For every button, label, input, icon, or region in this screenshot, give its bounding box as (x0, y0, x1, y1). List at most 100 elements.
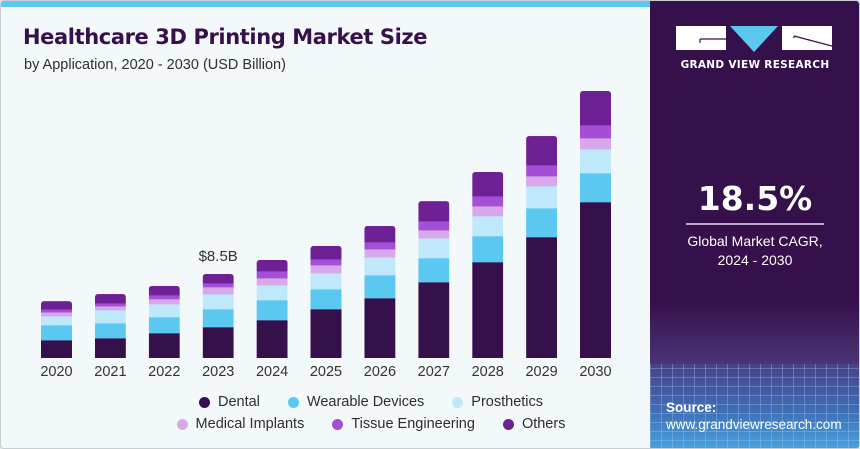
bar-segment-tissue-engineering-2020 (41, 309, 72, 313)
legend-item-tissue-engineering: Tissue Engineering (332, 416, 475, 432)
data-label-2023: $8.5B (199, 248, 238, 265)
legend-swatch-icon (452, 396, 464, 408)
legend-item-medical-implants: Medical Implants (176, 416, 305, 432)
bar-segment-others-2024 (256, 259, 288, 272)
panel-gradient (650, 301, 859, 365)
x-tick-label: 2021 (94, 364, 126, 380)
legend-label: Prosthetics (471, 394, 544, 410)
legend-item-dental: Dental (198, 394, 260, 410)
legend-item-others: Others (502, 416, 566, 432)
bar-segment-prosthetics-2023 (202, 293, 234, 310)
info-panel: GRAND VIEW RESEARCH 18.5% Global Market … (650, 1, 859, 448)
legend-swatch-icon (287, 396, 299, 408)
x-tick-label: 2029 (525, 364, 557, 380)
source-label: Source: (666, 400, 717, 415)
bar-group-2020 (41, 301, 72, 358)
bar-segment-prosthetics-2028 (472, 215, 504, 237)
bar-segment-tissue-engineering-2027 (418, 221, 450, 231)
bar-segment-others-2029 (526, 136, 558, 166)
x-tick-label: 2026 (364, 364, 396, 380)
panel-grid-decoration (650, 364, 859, 448)
legend-label: Others (521, 416, 566, 432)
bar-segment-medical-implants-2029 (526, 175, 558, 187)
brand-name: GRAND VIEW RESEARCH (680, 59, 830, 71)
bar-segment-prosthetics-2030 (580, 148, 611, 174)
x-tick-label: 2030 (579, 364, 611, 380)
legend-row: Medical Implants Tissue Engineering Others (101, 413, 641, 435)
x-tick-label: 2028 (472, 364, 504, 380)
bar-segment-dental-2020 (41, 340, 72, 358)
bar-segment-tissue-engineering-2030 (580, 124, 611, 139)
x-tick-label: 2027 (418, 364, 450, 380)
bar-segment-wearable-devices-2026 (364, 274, 396, 299)
bar-segment-wearable-devices-2027 (418, 257, 450, 283)
bar-segment-dental-2025 (310, 308, 342, 358)
bar-segment-wearable-devices-2028 (472, 235, 504, 263)
legend-label: Wearable Devices (306, 394, 425, 410)
legend-label: Tissue Engineering (351, 416, 475, 432)
bar-segment-wearable-devices-2022 (148, 316, 180, 334)
legend-swatch-icon (332, 418, 344, 430)
bar-segment-wearable-devices-2030 (580, 173, 611, 203)
bar-segment-wearable-devices-2025 (310, 289, 342, 310)
bar-group-2025 (310, 245, 342, 358)
bar-segment-others-2030 (580, 90, 611, 126)
legend-swatch-icon (502, 418, 514, 430)
bar-segment-others-2021 (94, 294, 126, 304)
bar-segment-tissue-engineering-2023 (202, 282, 234, 288)
bar-segment-dental-2024 (256, 319, 288, 359)
bar-segment-prosthetics-2027 (418, 238, 450, 259)
bar-segment-dental-2028 (472, 261, 504, 358)
bar-segment-dental-2023 (202, 326, 234, 358)
bar-segment-medical-implants-2026 (364, 248, 396, 258)
bar-segment-tissue-engineering-2028 (472, 196, 504, 207)
cagr-divider (686, 223, 824, 225)
bar-segment-dental-2030 (580, 201, 611, 358)
bar-segment-prosthetics-2024 (256, 284, 288, 301)
chart-title: Healthcare 3D Printing Market Size (23, 25, 428, 49)
bar-segment-others-2025 (310, 245, 342, 260)
bar-group-2027 (418, 201, 450, 358)
gvr-logo-icon (676, 26, 832, 52)
bar-segment-others-2027 (418, 201, 450, 222)
legend-swatch-icon (176, 418, 188, 430)
bar-segment-medical-implants-2030 (580, 138, 611, 150)
bar-segment-dental-2027 (418, 282, 450, 358)
cagr-label: Global Market CAGR, 2024 - 2030 (650, 232, 859, 270)
bar-segment-tissue-engineering-2024 (256, 270, 288, 279)
cagr-label-line2: 2024 - 2030 (717, 252, 793, 268)
bar-segment-tissue-engineering-2022 (148, 294, 180, 300)
chart-subtitle: by Application, 2020 - 2030 (USD Billion… (24, 57, 286, 73)
bar-segment-others-2023 (202, 274, 234, 284)
bar-segment-medical-implants-2022 (148, 298, 180, 305)
bar-segment-others-2020 (41, 301, 72, 310)
bar-segment-dental-2029 (526, 236, 558, 358)
bar-group-2028 (472, 172, 504, 358)
x-tick-label: 2025 (310, 364, 342, 380)
cagr-label-line1: Global Market CAGR, (687, 233, 823, 249)
bar-segment-medical-implants-2024 (256, 277, 288, 286)
legend-label: Medical Implants (195, 416, 305, 432)
bar-segment-tissue-engineering-2026 (364, 241, 396, 250)
bar-segment-dental-2021 (94, 338, 126, 359)
bar-group-2030 (580, 90, 611, 358)
bar-segment-wearable-devices-2023 (202, 308, 234, 328)
chart-legend: Dental Wearable Devices Prosthetics Medical… (101, 391, 641, 435)
bar-segment-tissue-engineering-2025 (310, 258, 342, 266)
bar-segment-others-2026 (364, 225, 396, 243)
bar-segment-medical-implants-2028 (472, 206, 504, 217)
bar-segment-dental-2022 (148, 332, 180, 358)
bar-segment-dental-2026 (364, 298, 396, 358)
x-tick-label: 2020 (40, 364, 72, 380)
bar-segment-prosthetics-2021 (94, 309, 126, 324)
stacked-bar-chart: 2020 2021 2022 2023 2024 2025 2026 2027 2028 2029… (40, 90, 612, 380)
bar-segment-prosthetics-2020 (41, 316, 72, 326)
legend-row: Dental Wearable Devices Prosthetics (101, 391, 641, 413)
bar-segment-prosthetics-2029 (526, 185, 558, 209)
bar-segment-medical-implants-2023 (202, 286, 234, 295)
bar-segment-prosthetics-2022 (148, 303, 180, 318)
x-tick-label: 2022 (148, 364, 180, 380)
legend-swatch-icon (198, 396, 210, 408)
source-url[interactable]: www.grandviewresearch.com (666, 417, 842, 432)
